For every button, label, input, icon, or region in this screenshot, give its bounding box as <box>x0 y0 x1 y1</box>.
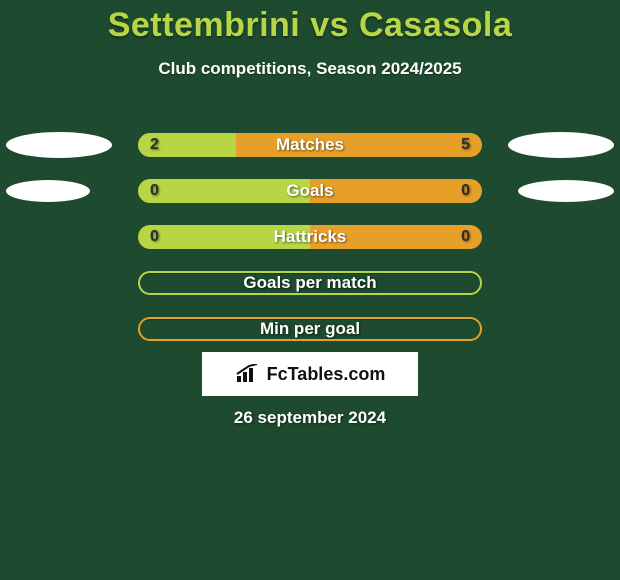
stat-label: Matches <box>138 133 482 157</box>
comparison-infographic: Settembrini vs Casasola Club competition… <box>0 0 620 580</box>
stat-row-mpg: Min per goal <box>0 306 620 352</box>
subtitle: Club competitions, Season 2024/2025 <box>0 59 620 79</box>
stat-row-hattricks: 0 Hattricks 0 <box>0 214 620 260</box>
page-title: Settembrini vs Casasola <box>0 0 620 45</box>
stat-right-value: 0 <box>461 225 470 249</box>
stat-bar-matches: 2 Matches 5 <box>138 133 482 157</box>
stat-right-value: 5 <box>461 133 470 157</box>
stat-bar-hattricks: 0 Hattricks 0 <box>138 225 482 249</box>
player-photo-right-2 <box>518 180 614 202</box>
player-photo-left <box>6 132 112 158</box>
player-photo-left-2 <box>6 180 90 202</box>
date-text: 26 september 2024 <box>0 408 620 428</box>
brand-badge: FcTables.com <box>202 352 418 396</box>
player-photo-right <box>508 132 614 158</box>
stat-bar-gpm: Goals per match <box>138 271 482 295</box>
stat-row-goals: 0 Goals 0 <box>0 168 620 214</box>
stat-label: Goals <box>138 179 482 203</box>
stat-right-value: 0 <box>461 179 470 203</box>
stat-label: Goals per match <box>140 273 480 293</box>
stat-label: Min per goal <box>140 319 480 339</box>
brand-chart-icon <box>235 364 261 384</box>
stat-label: Hattricks <box>138 225 482 249</box>
stat-row-gpm: Goals per match <box>0 260 620 306</box>
brand-text: FcTables.com <box>267 364 386 385</box>
stat-row-matches: 2 Matches 5 <box>0 122 620 168</box>
stat-bar-goals: 0 Goals 0 <box>138 179 482 203</box>
stats-area: 2 Matches 5 0 Goals 0 0 Hat <box>0 122 620 352</box>
stat-bar-mpg: Min per goal <box>138 317 482 341</box>
